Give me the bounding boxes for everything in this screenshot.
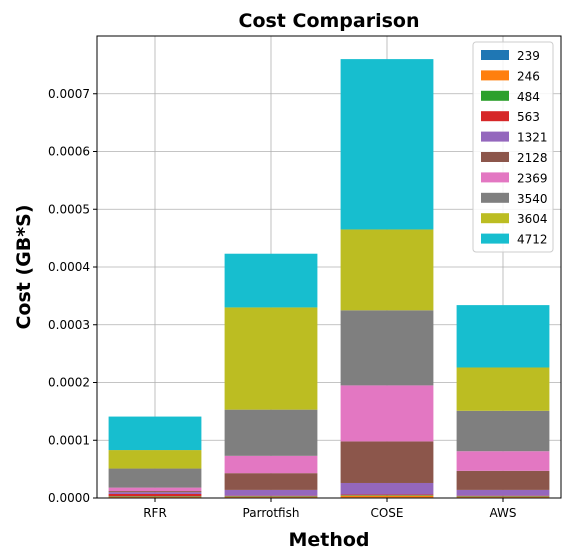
bar-rfr-1321 (108, 492, 202, 494)
bar-rfr-563 (108, 493, 202, 497)
y-tick-label-1: 0.0001 (48, 433, 90, 447)
bar-cose-2369 (340, 385, 434, 442)
bar-aws-1321 (456, 489, 550, 496)
bar-parrotfish-2128 (224, 473, 318, 490)
legend-label-246: 246 (517, 69, 540, 83)
y-tick-label-6: 0.0006 (48, 145, 90, 159)
bar-aws-246 (456, 496, 550, 498)
legend-swatch-246 (481, 70, 509, 81)
legend-swatch-239 (481, 50, 509, 60)
legend-label-4712: 4712 (517, 233, 548, 247)
bar-cose-4712 (340, 59, 434, 230)
bar-rfr-484 (108, 496, 202, 497)
bars (108, 59, 550, 498)
x-tick-label-parrotfish: Parrotfish (243, 506, 300, 520)
legend-label-3540: 3540 (517, 192, 548, 206)
legend-swatch-1321 (481, 131, 509, 142)
bar-cose-2128 (340, 441, 434, 483)
bar-cose-484 (340, 495, 434, 496)
bar-cose-1321 (340, 482, 434, 495)
bar-cose-246 (340, 495, 434, 498)
legend: 239 246 484 563 1321 2128 2369 3540 3604 4712 (472, 41, 554, 253)
bar-aws-563 (456, 495, 550, 497)
legend-label-563: 563 (517, 110, 540, 124)
axes: 0.0000 0.0001 0.0002 0.0003 0.0004 0.0005 0.00… (48, 35, 562, 520)
legend-swatch-2369 (481, 172, 509, 183)
legend-label-3604: 3604 (517, 212, 548, 226)
legend-label-239: 239 (517, 49, 540, 63)
bar-rfr-2369 (108, 487, 202, 492)
bar-aws-3604 (456, 367, 550, 411)
bar-parrotfish-3540 (224, 409, 318, 456)
y-axis-title: Cost (GB*S) (13, 204, 35, 329)
x-tick-label-aws: AWS (489, 506, 516, 520)
legend-swatch-3540 (481, 192, 509, 203)
legend-swatch-4712 (481, 233, 509, 244)
legend-label-2128: 2128 (517, 151, 548, 165)
x-tick-label-rfr: RFR (143, 506, 167, 520)
y-tick-label-0: 0.0000 (48, 491, 90, 505)
y-tick-label-4: 0.0004 (48, 260, 90, 274)
bar-cose-563 (340, 494, 434, 496)
y-tick-label-3: 0.0003 (48, 318, 90, 332)
bar-parrotfish-4712 (224, 253, 318, 308)
bar-aws-3540 (456, 410, 550, 452)
bar-cose-3604 (340, 229, 434, 311)
bar-parrotfish-563 (224, 495, 318, 497)
legend-swatch-484 (481, 90, 509, 101)
bar-parrotfish-1321 (224, 489, 318, 496)
legend-label-484: 484 (517, 90, 540, 104)
y-tick-label-5: 0.0005 (48, 202, 90, 216)
bar-rfr-246 (108, 496, 202, 498)
legend-label-2369: 2369 (517, 171, 548, 185)
bar-rfr-4712 (108, 416, 202, 451)
x-axis-title: Method (288, 529, 369, 551)
legend-label-1321: 1321 (517, 131, 548, 145)
bar-parrotfish-3604 (224, 307, 318, 410)
bar-rfr-3604 (108, 450, 202, 469)
bar-rfr-3540 (108, 468, 202, 488)
legend-swatch-563 (481, 111, 509, 122)
bar-aws-2128 (456, 470, 550, 490)
x-tick-label-cose: COSE (370, 506, 403, 520)
y-tick-label-7: 0.0007 (48, 87, 90, 101)
legend-swatch-3604 (481, 213, 509, 224)
bar-rfr-2128 (108, 491, 202, 493)
bar-aws-4712 (456, 305, 550, 368)
y-tick-label-2: 0.0002 (48, 376, 90, 390)
legend-swatch-2128 (481, 152, 509, 162)
chart-title: Cost Comparison (239, 10, 420, 32)
bar-aws-2369 (456, 451, 550, 471)
bar-cose-3540 (340, 310, 434, 386)
bar-parrotfish-484 (224, 496, 318, 497)
bar-parrotfish-2369 (224, 455, 318, 474)
bar-aws-484 (456, 496, 550, 497)
bar-parrotfish-246 (224, 496, 318, 498)
